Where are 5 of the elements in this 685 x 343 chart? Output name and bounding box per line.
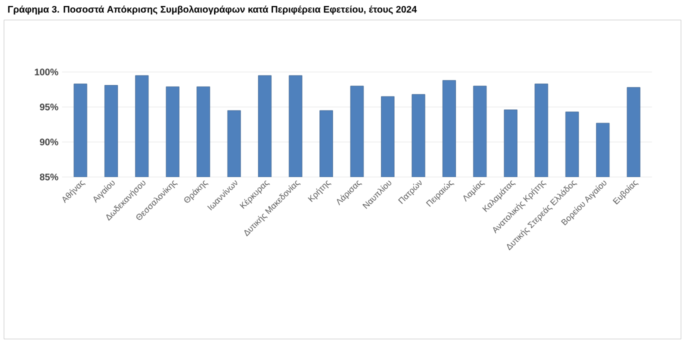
y-tick-label: 90% bbox=[40, 138, 58, 146]
y-tick-label: 85% bbox=[40, 174, 58, 180]
chart-title: Γράφημα 3. Ποσοστά Απόκρισης Συμβολαιογράφων κατά Περιφέρεια Εφετείου, έτους 2024 bbox=[8, 5, 417, 15]
y-tick-label: 100% bbox=[34, 68, 58, 76]
y-tick-label: 95% bbox=[40, 104, 58, 110]
